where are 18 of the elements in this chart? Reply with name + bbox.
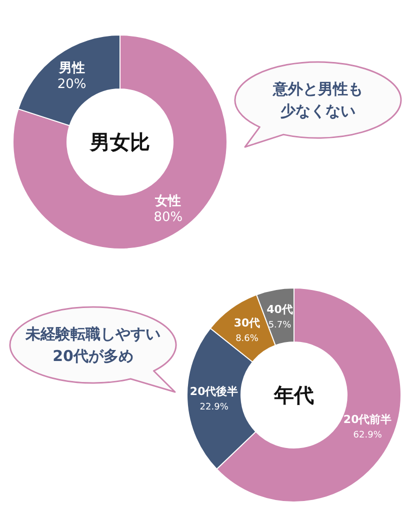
- slice-label: 女性: [154, 194, 182, 209]
- slice-label: 40代: [266, 302, 293, 316]
- slice-label: 男性: [58, 61, 85, 76]
- text: 少なくない: [280, 102, 356, 120]
- text: 未経験転職しやすい: [24, 325, 160, 343]
- text: 意外と男性も: [272, 80, 363, 98]
- slice-label: 20代後半: [190, 385, 238, 398]
- text: 年代: [273, 383, 314, 407]
- data-label: 80%: [154, 210, 183, 225]
- data-label: 5.7%: [268, 320, 292, 330]
- data-label: 62.9%: [353, 430, 382, 440]
- slice-label: 20代前半: [343, 412, 392, 426]
- data-label: 8.6%: [236, 334, 259, 344]
- text: 男女比: [89, 130, 150, 154]
- data-label: 22.9%: [200, 402, 229, 413]
- slice-label: 30代: [234, 316, 260, 330]
- data-label: 20%: [57, 77, 86, 92]
- text: 20代が多め: [52, 347, 134, 365]
